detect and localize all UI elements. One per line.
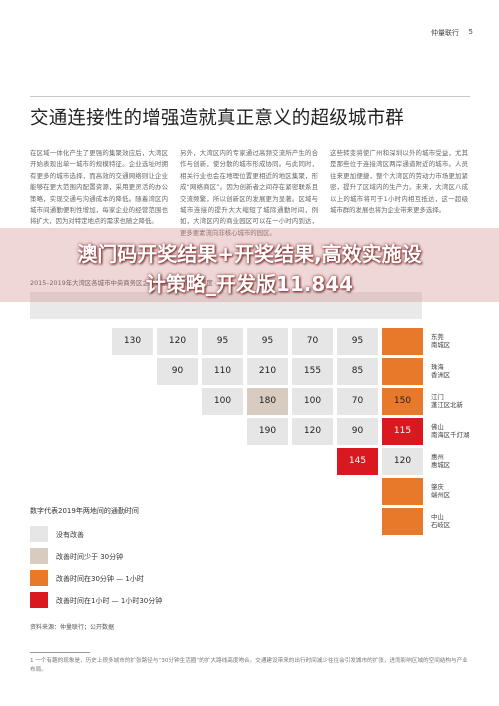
row-label: 珠海 香洲区	[431, 363, 450, 379]
matrix-cell	[382, 358, 423, 385]
matrix-cell	[382, 478, 423, 505]
legend-label: 没有改善	[56, 531, 84, 539]
title: 交通连接性的增强造就真正意义的超级城市群	[30, 108, 405, 129]
row-label-line: 石岐区	[431, 521, 451, 529]
overlay-text: 澳门码开奖结果+开奖结果,高效实施设	[77, 242, 422, 266]
body-column: 这些转变将使广州和深圳以外的城市受益，尤其是那些位于连接湾区两岸通道附近的城市。…	[330, 149, 468, 215]
row-label-line: 珠海	[431, 363, 444, 371]
matrix-cell: 95	[337, 328, 378, 355]
row-label-line: 蓬江区北新	[431, 401, 463, 409]
legend-swatch	[30, 548, 48, 564]
row-label: 中山 石岐区	[431, 513, 450, 529]
matrix-cell	[382, 508, 423, 535]
matrix-cell: 95	[247, 328, 288, 355]
row-label-line: 端州区	[431, 491, 451, 499]
matrix-cell: 120	[382, 448, 423, 475]
legend-swatch	[30, 592, 48, 608]
row-label: 肇庆 端州区	[431, 483, 450, 499]
legend-label: 改善时间在1小时 — 1小时30分钟	[56, 597, 163, 605]
matrix-cell: 210	[247, 358, 288, 385]
matrix-cell: 180	[247, 388, 288, 415]
legend-label: 改善时间少于 30分钟	[56, 553, 124, 561]
matrix-cell: 85	[337, 358, 378, 385]
row-label: 佛山 南海区千灯湖	[431, 423, 469, 439]
matrix-cell: 100	[292, 388, 333, 415]
row-label: 惠州 惠城区	[431, 453, 450, 469]
legend-swatch	[30, 570, 48, 586]
chart-title: 2015–2019年大湾区各城市中央商务区之间的通勤时间改善程度	[30, 279, 213, 287]
row-label-line: 南城区	[431, 341, 451, 349]
row-label-line: 香洲区	[431, 371, 451, 379]
matrix-cell: 115	[382, 418, 423, 445]
title-rule	[30, 96, 470, 97]
body-column: 在区域一体化产生了更强的集聚效应后，大湾区开始表现出单一城市的规模特征。企业选址…	[30, 149, 168, 226]
row-label-line: 东莞	[431, 333, 444, 341]
matrix-cell: 150	[382, 388, 423, 415]
row-label: 东莞 南城区	[431, 333, 450, 349]
legend-swatch	[30, 526, 48, 542]
matrix-cell: 100	[202, 388, 243, 415]
matrix-cell	[382, 328, 423, 355]
footnote: 1 一个有趣的现象是，历史上很多城市的扩张路径与“30分钟生活圈”的扩大路线高度…	[30, 658, 468, 673]
source: 资料来源：仲量联行；公开数据	[30, 624, 115, 631]
matrix-cell: 95	[202, 328, 243, 355]
legend-title: 数字代表2019年两地间的通勤时间	[30, 507, 139, 515]
page-number: 5	[468, 28, 473, 36]
legend-label: 改善时间在30分钟 — 1小时	[56, 575, 144, 583]
matrix-row-background	[30, 292, 422, 319]
matrix-cell: 190	[247, 418, 288, 445]
matrix-cell: 90	[157, 358, 198, 385]
body-column: 另外，大湾区内的专家通过高频交流所产生的合作与创新，使分散的城市形成协同。与此同…	[180, 149, 318, 237]
row-label-line: 肇庆	[431, 483, 444, 491]
matrix-cell: 120	[292, 418, 333, 445]
matrix-cell: 155	[292, 358, 333, 385]
matrix-cell: 70	[292, 328, 333, 355]
brand: 仲量联行	[431, 29, 459, 37]
matrix-cell: 145	[337, 448, 378, 475]
matrix-cell: 110	[202, 358, 243, 385]
matrix-cell: 70	[337, 388, 378, 415]
row-label-line: 佛山	[431, 423, 444, 431]
matrix-cell: 120	[157, 328, 198, 355]
row-label-line: 南海区千灯湖	[431, 431, 470, 439]
matrix-cell: 130	[112, 328, 153, 355]
overlay-text: 计策略_开发版11.844	[145, 272, 354, 296]
row-label: 江门 蓬江区北新	[431, 393, 463, 409]
row-label-line: 江门	[431, 393, 444, 401]
matrix-cell: 90	[337, 418, 378, 445]
footnote-rule	[30, 652, 90, 653]
row-label-line: 惠州	[431, 453, 444, 461]
overlay-banner: 澳门码开奖结果+开奖结果,高效实施设 计策略_开发版11.844	[0, 228, 499, 302]
row-label-line: 惠城区	[431, 461, 451, 469]
row-label-line: 中山	[431, 513, 444, 521]
